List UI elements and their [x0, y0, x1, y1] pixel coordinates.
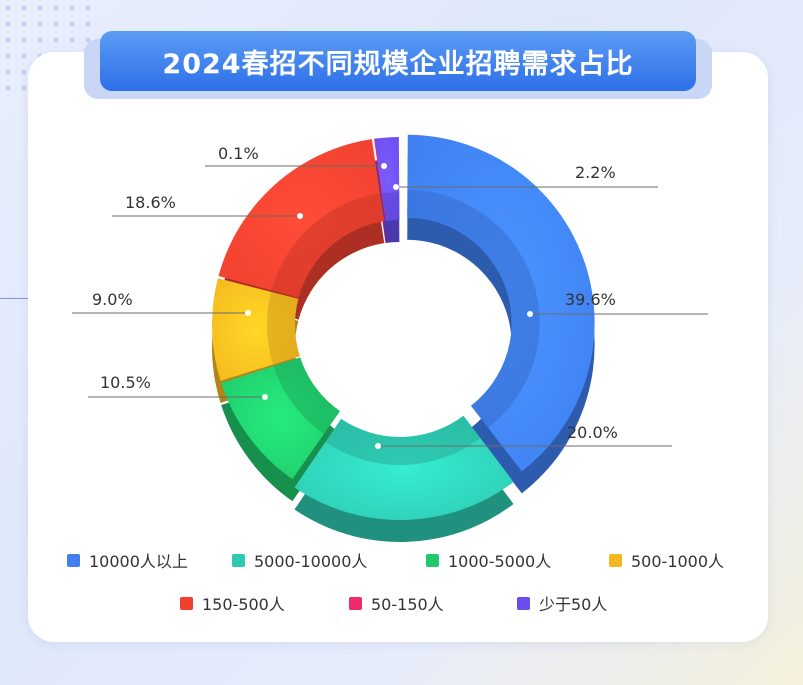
- slice-3-leader-dot: [262, 394, 268, 400]
- slice-1-data-label: 39.6%: [565, 290, 616, 309]
- slice-1-inner-bevel: [407, 189, 540, 428]
- slice-3-data-label: 10.5%: [100, 373, 151, 392]
- slice-2-inner-bevel: [325, 415, 481, 465]
- slice-6-leader-dot: [381, 163, 387, 169]
- slice-3-inner-bevel: [273, 357, 340, 435]
- slice-7-data-label: 2.2%: [575, 163, 616, 182]
- slice-4-inner-bevel: [267, 291, 300, 365]
- slice-5-data-label: 18.6%: [125, 193, 176, 212]
- slice-7-inner-bevel: [382, 192, 400, 221]
- data-labels: 39.6% 20.0% 10.5% 9.0% 18.6% 0.1% 2.2%: [72, 144, 708, 449]
- slice-4-leader-dot: [245, 310, 251, 316]
- slice-2-data-label: 20.0%: [567, 423, 618, 442]
- slice-2-leader-dot: [375, 443, 381, 449]
- title-banner: 2024春招不同规模企业招聘需求占比: [84, 31, 712, 99]
- slice-6-data-label: 0.1%: [218, 144, 259, 163]
- title-bar: 2024春招不同规模企业招聘需求占比: [100, 31, 696, 91]
- donut-slices: [211, 134, 595, 520]
- slice-5-leader-dot: [297, 213, 303, 219]
- slice-5-inner-bevel: [271, 193, 385, 298]
- slice-4-data-label: 9.0%: [92, 290, 133, 309]
- decorative-line: [0, 298, 40, 299]
- slice-1-leader-dot: [527, 311, 533, 317]
- chart-title: 2024春招不同规模企业招聘需求占比: [162, 48, 634, 80]
- slice-7-leader-dot: [393, 184, 399, 190]
